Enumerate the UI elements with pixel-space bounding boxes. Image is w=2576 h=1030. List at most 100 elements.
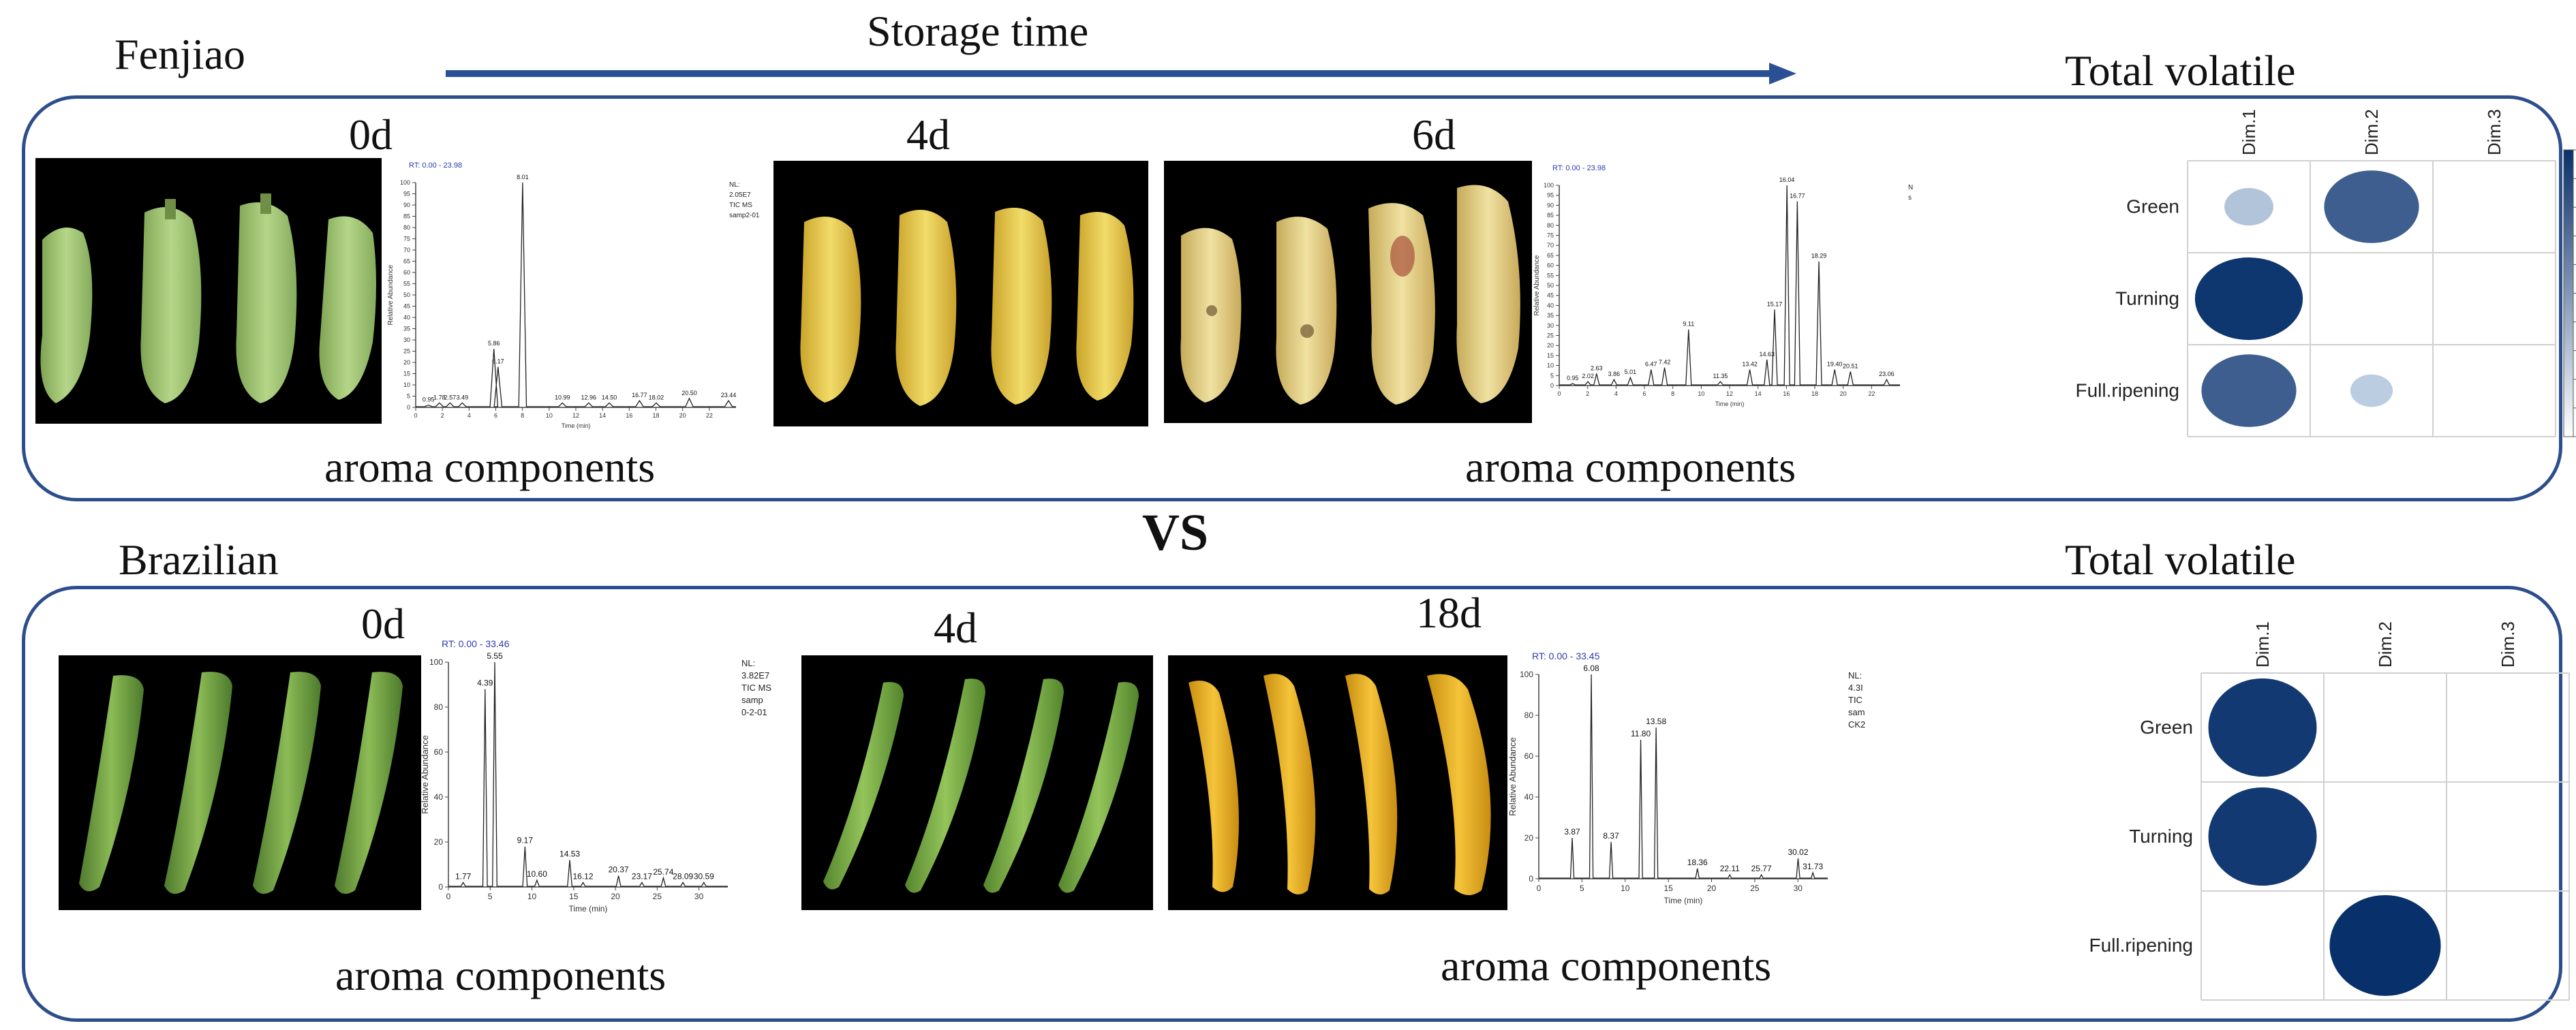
fenjiao-0d-chrom-y-tick-label: 85 <box>403 213 410 220</box>
brazilian-18d-chrom-x-tick-label: 15 <box>1663 884 1673 893</box>
brazilian-0d-chrom-peak-label: 14.53 <box>559 849 580 858</box>
fenjiao-0d-chrom-peak-label: 18.02 <box>649 394 664 401</box>
brazilian-18d-chrom-trace <box>1539 674 1828 879</box>
fenjiao-6d-chrom-y-tick-label: 20 <box>1547 342 1554 349</box>
fenjiao-6d-chrom-x-tick-label: 8 <box>1671 390 1674 397</box>
brazilian-0d-chrom-y-tick-label: 20 <box>434 837 444 847</box>
fenjiao-0d-chrom-y-tick-label: 70 <box>403 247 410 253</box>
brazilian-corr-column-label: Dim.3 <box>2498 621 2518 668</box>
brazilian-0d-chrom-x-tick-label: 5 <box>488 892 493 901</box>
brazilian-0d-chrom-y-tick-label: 0 <box>438 882 443 892</box>
fenjiao-corr-cell-circle <box>2201 354 2297 427</box>
fenjiao-6d-chrom-y-tick-label: 0 <box>1550 382 1554 389</box>
banana-illustration <box>800 207 1134 406</box>
brazilian-0d-chrom-nl-text: 3.82E7 <box>741 670 769 681</box>
fenjiao-6d-chrom-y-tick-label: 40 <box>1547 302 1554 309</box>
fenjiao-6d-chrom-nl-text: N <box>1908 184 1913 191</box>
fenjiao-6d-chrom-x-tick-label: 4 <box>1614 390 1618 397</box>
fenjiao-6d-banana-photo <box>1164 161 1535 423</box>
fenjiao-6d-chrom-y-tick-label: 95 <box>1547 192 1554 199</box>
fenjiao-6d-chrom-rt-range: RT: 0.00 - 23.98 <box>1552 164 1606 172</box>
fenjiao-6d-chrom-peak-label: 11.35 <box>1713 373 1728 379</box>
banana-illustration <box>79 672 403 894</box>
brazilian-0d-chrom-peak-label: 16.12 <box>573 871 594 881</box>
fenjiao-0d-chrom-peak-label: 6.17 <box>492 358 504 365</box>
brazilian-0d-chrom-rt-range: RT: 0.00 - 33.46 <box>442 638 510 649</box>
fenjiao-0d-chrom-peak-label: 3.49 <box>457 394 469 401</box>
fenjiao-0d-chrom-peak-label: 0.95 <box>423 396 435 403</box>
fenjiao-6d-chrom-x-tick-label: 12 <box>1726 390 1733 397</box>
fenjiao-6d-chrom-x-tick-label: 22 <box>1868 390 1875 397</box>
fenjiao-6d-chrom-y-tick-label: 100 <box>1544 182 1554 189</box>
brazilian-aroma-label-left: aroma components <box>335 951 666 999</box>
brazilian-day-18d: 18d <box>1416 589 1482 637</box>
brazilian-0d-chrom-peak-label: 30.59 <box>694 871 714 881</box>
brazilian-corr-cell-circle <box>2329 895 2441 996</box>
fenjiao-6d-chrom-x-tick-label: 18 <box>1811 390 1818 397</box>
fenjiao-0d-chrom-y-tick-label: 95 <box>403 191 410 198</box>
brazilian-18d-chrom-x-tick-label: 5 <box>1580 884 1584 893</box>
brazilian-0d-chrom-peak-label: 4.39 <box>477 678 493 688</box>
brazilian-18d-chrom-x-tick-label: 10 <box>1621 884 1630 893</box>
fenjiao-0d-chrom-peak-label: 16.77 <box>632 392 647 399</box>
brazilian-0d-chrom-peak-label: 20.37 <box>609 865 629 875</box>
fenjiao-0d-chrom-peak-label: 2.57 <box>444 394 457 401</box>
brazilian-corr-row-label: Turning <box>2129 826 2193 847</box>
banana-illustration <box>823 678 1139 893</box>
brazilian-0d-chrom-x-axis-label: Time (min) <box>569 904 608 914</box>
brazilian-18d-chrom-y-tick-label: 80 <box>1524 711 1534 720</box>
brazilian-0d-chrom-y-tick-label: 100 <box>429 657 443 667</box>
fenjiao-corr-column-label: Dim.3 <box>2484 109 2504 155</box>
brazilian-0d-chrom-nl-text: samp <box>741 695 763 705</box>
brazilian-18d-chrom-rt-range: RT: 0.00 - 33.45 <box>1532 651 1600 661</box>
fenjiao-6d-chrom-y-tick-label: 75 <box>1547 232 1554 239</box>
fenjiao-6d-chrom-peak-label: 16.77 <box>1790 193 1805 200</box>
fenjiao-0d-chrom-peak-label: 20.50 <box>681 390 697 396</box>
fenjiao-0d-banana-photo <box>35 158 383 424</box>
brazilian-corr-row-label: Full.ripening <box>2089 935 2193 956</box>
fenjiao-6d-chrom-nl-text: s <box>1908 194 1912 202</box>
fenjiao-6d-chrom-peak-label: 19.40 <box>1827 360 1843 367</box>
brazilian-day-4d: 4d <box>934 604 977 652</box>
fenjiao-6d-chrom-peak-label: 13.42 <box>1742 360 1758 367</box>
fenjiao-6d-chrom-peak-label: 0.95 <box>1567 375 1579 381</box>
banana-illustration <box>40 193 376 403</box>
brazilian-0d-chrom-x-tick-label: 25 <box>653 892 662 901</box>
brazilian-18d-chrom-peak-label: 31.73 <box>1803 862 1823 871</box>
fenjiao-corr-colorbar <box>2563 149 2574 437</box>
brazilian-0d-chrom-y-tick-label: 80 <box>434 702 444 712</box>
brazilian-18d-chrom-x-tick-label: 30 <box>1794 884 1803 893</box>
fenjiao-0d-chrom-peak-label: 8.01 <box>517 174 529 181</box>
fenjiao-6d-chrom-peak-label: 18.29 <box>1811 253 1827 260</box>
fenjiao-0d-chrom-y-tick-label: 15 <box>403 371 410 377</box>
fenjiao-0d-chrom-nl-text: TIC MS <box>729 202 752 209</box>
brazilian-18d-chrom-y-tick-label: 100 <box>1520 670 1533 679</box>
fenjiao-6d-chrom-peak-label: 5.01 <box>1625 369 1637 375</box>
fenjiao-0d-chrom-y-tick-label: 30 <box>403 337 410 343</box>
fenjiao-6d-chrom-y-axis-label: Relative Abundance <box>1533 255 1541 315</box>
fenjiao-0d-chrom-y-tick-label: 0 <box>407 404 410 411</box>
fenjiao-6d-chrom-y-tick-label: 30 <box>1547 322 1554 329</box>
brazilian-0d-banana-photo <box>59 655 425 910</box>
brazilian-label: Brazilian <box>119 535 279 584</box>
brazilian-18d-chrom-nl-text: CK2 <box>1848 719 1865 730</box>
fenjiao-corr-row-label: Full.ripening <box>2075 380 2179 401</box>
fenjiao-corr-row-label: Green <box>2126 196 2179 217</box>
brazilian-0d-chrom-peak-label: 25.74 <box>653 867 673 877</box>
brazilian-aroma-label-right: aroma components <box>1441 941 1772 990</box>
brazilian-18d-chrom-peak-label: 25.77 <box>1751 864 1772 873</box>
brazilian-18d-chrom-y-tick-label: 0 <box>1529 874 1533 884</box>
fenjiao-0d-chrom-y-tick-label: 80 <box>403 224 410 231</box>
brazilian-0d-chrom-x-tick-label: 0 <box>446 892 451 901</box>
fenjiao-6d-chrom-x-tick-label: 0 <box>1557 390 1561 397</box>
brazilian-18d-chrom-peak-label: 30.02 <box>1788 847 1809 857</box>
fenjiao-6d-chrom-trace <box>1559 185 1900 386</box>
fenjiao-6d-chrom-y-tick-label: 55 <box>1547 272 1554 279</box>
fenjiao-6d-chrom-x-tick-label: 10 <box>1698 390 1704 397</box>
brazilian-18d-chrom-y-tick-label: 20 <box>1524 833 1534 843</box>
brazilian-18d-chrom-x-tick-label: 25 <box>1750 884 1760 893</box>
fenjiao-0d-chrom-y-tick-label: 100 <box>400 179 410 186</box>
fenjiao-0d-chrom-x-tick-label: 8 <box>521 412 524 419</box>
fenjiao-corr-row-label: Turning <box>2115 288 2179 309</box>
brazilian-18d-chrom-peak-label: 11.80 <box>1631 729 1651 738</box>
